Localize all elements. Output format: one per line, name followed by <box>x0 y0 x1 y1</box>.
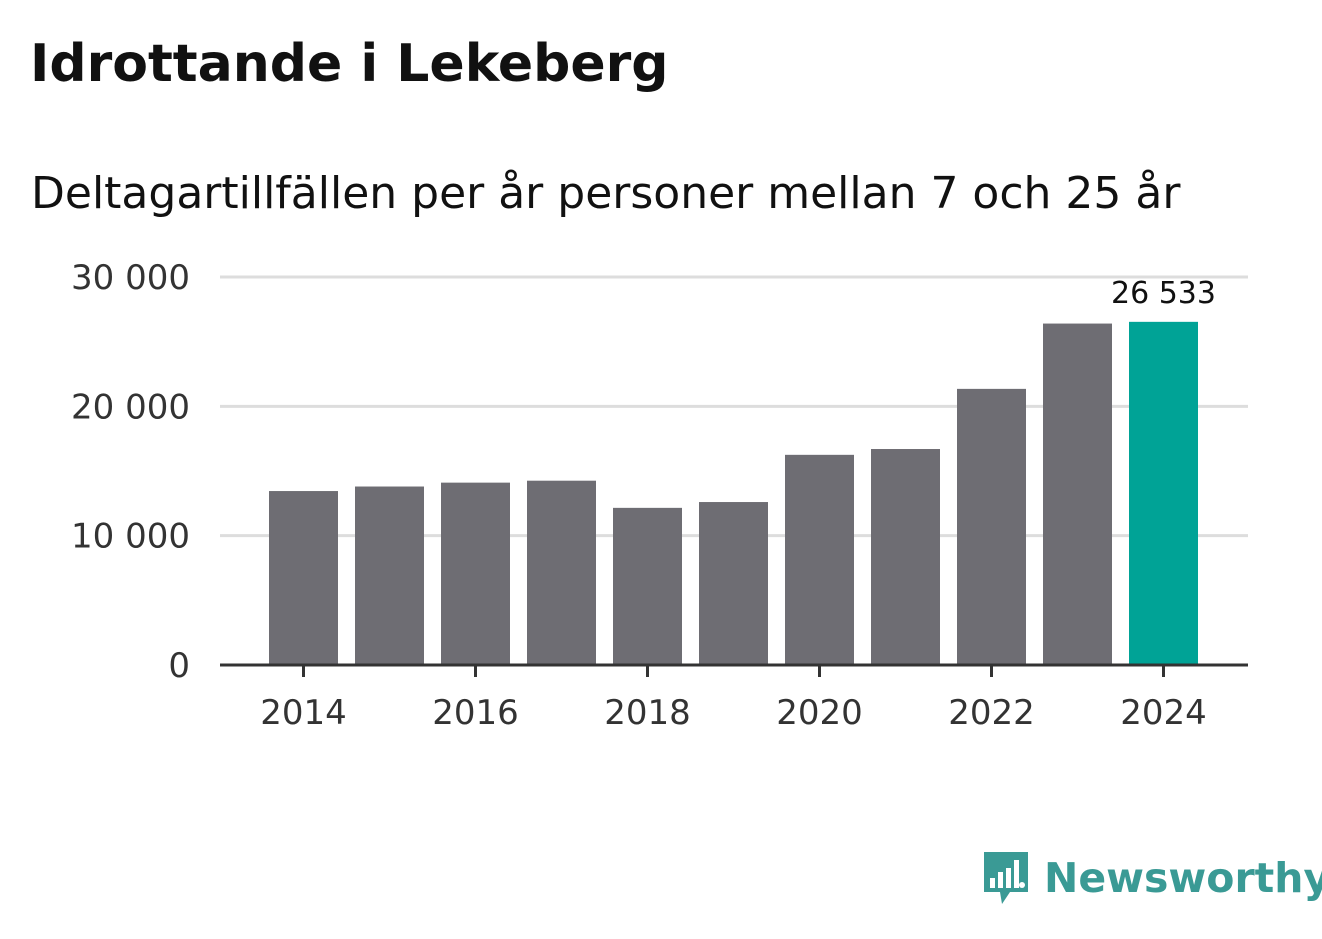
bar-2018 <box>613 507 682 665</box>
bar-2022 <box>957 388 1026 665</box>
data-label-2024: 26 533 <box>1111 276 1216 311</box>
bar-2023 <box>1043 323 1112 665</box>
x-tick-label-2024: 2024 <box>1120 693 1207 733</box>
chart-title: Idrottande i Lekeberg <box>30 34 669 94</box>
bar-2024 <box>1129 321 1198 665</box>
brand-name: Newsworthy <box>1044 854 1322 902</box>
y-tick-label-3: 30 000 <box>71 258 190 298</box>
y-tick-label-2: 20 000 <box>71 387 190 427</box>
x-tick-label-2016: 2016 <box>432 693 519 733</box>
chart-subtitle: Deltagartillfällen per år personer mella… <box>31 168 1181 219</box>
x-tick-label-2022: 2022 <box>948 693 1035 733</box>
bar-2020 <box>785 454 854 665</box>
bar-2015 <box>355 486 424 665</box>
bar-2021 <box>871 449 940 665</box>
y-tick-label-0: 0 <box>168 646 190 686</box>
x-tick-label-2014: 2014 <box>260 693 347 733</box>
bar-2017 <box>527 480 596 665</box>
newsworthy-logo-icon <box>984 852 1028 904</box>
x-tick-label-2018: 2018 <box>604 693 691 733</box>
newsworthy-logo: Newsworthy <box>980 848 1322 908</box>
x-tick-label-2020: 2020 <box>776 693 863 733</box>
bar-2016 <box>441 482 510 665</box>
y-tick-label-1: 10 000 <box>71 517 190 557</box>
bar-2019 <box>699 502 768 665</box>
bar-2014 <box>269 491 338 665</box>
